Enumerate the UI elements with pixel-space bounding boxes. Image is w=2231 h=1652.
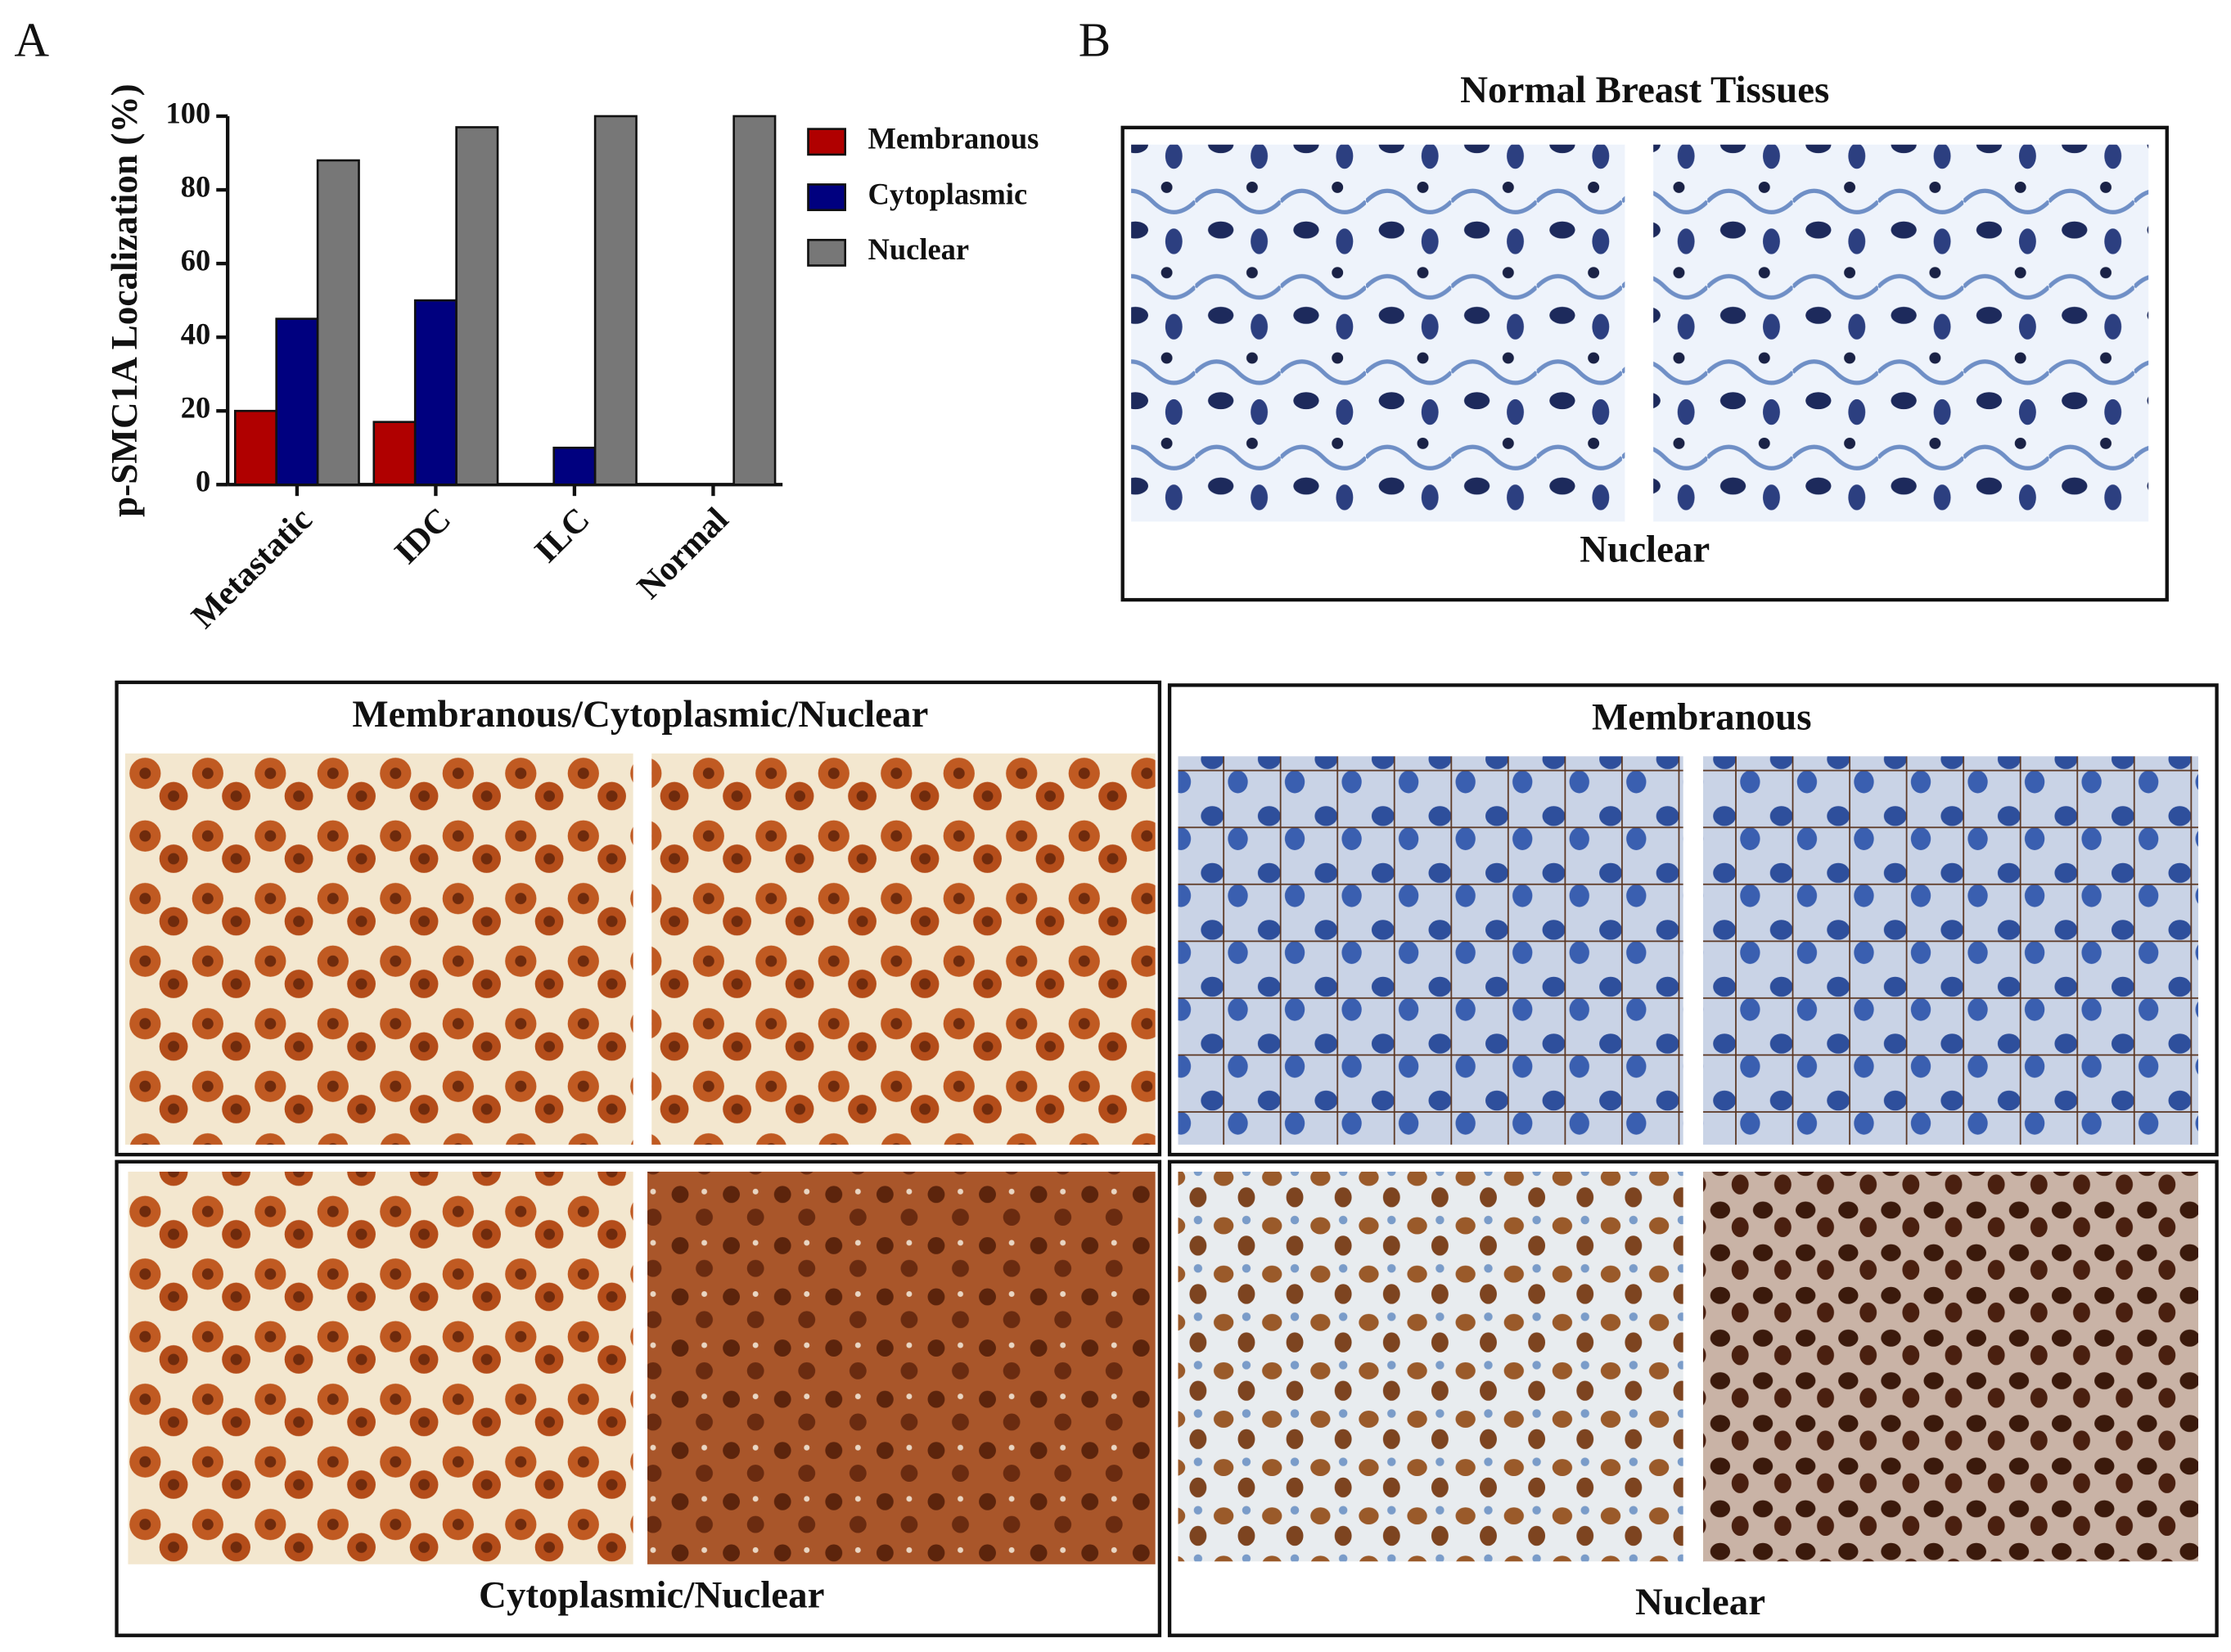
- micrograph: [1653, 144, 2149, 522]
- micrograph: [128, 1171, 633, 1564]
- panel-label: B: [1079, 13, 1111, 67]
- x-tick-label: Metastatic: [184, 501, 319, 636]
- bar: [732, 115, 777, 486]
- panel-frame: [1167, 683, 2219, 1157]
- bar: [413, 299, 457, 486]
- micrograph: [1703, 1171, 2199, 1562]
- micrograph: [651, 753, 1156, 1145]
- micrograph: [647, 1171, 1156, 1564]
- micrograph: [1178, 756, 1683, 1145]
- bar: [275, 317, 319, 486]
- micrograph: [1131, 144, 1625, 522]
- legend-label: Membranous: [868, 122, 1039, 155]
- micrograph: [1178, 1171, 1683, 1562]
- x-tick-label: Normal: [630, 501, 736, 606]
- panel-frame: [115, 680, 1162, 1157]
- panel-caption: Nuclear: [1635, 1581, 1765, 1623]
- y-tick-label: 40: [181, 317, 211, 351]
- panel-frame: [1120, 125, 2169, 602]
- panel-title: Membranous/Cytoplasmic/Nuclear: [352, 693, 928, 736]
- panel-frame: [115, 1159, 1162, 1637]
- bar: [593, 115, 638, 486]
- panel-caption: Cytoplasmic/Nuclear: [479, 1573, 824, 1616]
- legend-label: Nuclear: [868, 232, 969, 266]
- y-tick-label: 100: [166, 96, 211, 129]
- bar: [233, 409, 278, 486]
- panel-caption: Nuclear: [1580, 528, 1710, 570]
- legend-swatch: [807, 238, 846, 267]
- panel-title: Normal Breast Tissues: [1460, 69, 1829, 111]
- bar: [316, 159, 360, 486]
- y-tick-label: 60: [181, 243, 211, 277]
- micrograph: [1703, 756, 2199, 1145]
- panel-title: Membranous: [1592, 696, 1812, 739]
- micrograph: [124, 753, 633, 1145]
- bar: [552, 446, 597, 486]
- legend-swatch: [807, 128, 846, 156]
- panel-label: A: [14, 13, 49, 67]
- bar-chart: 0 20 40 60 80 100 p-SMC1A Localization (%) Meta…: [104, 83, 1039, 636]
- y-tick-label: 80: [181, 169, 211, 203]
- legend-swatch: [807, 183, 846, 212]
- x-tick-label: ILC: [528, 501, 597, 570]
- panel-frame: [1167, 1159, 2219, 1637]
- y-tick-label: 0: [196, 465, 210, 498]
- y-tick-label: 20: [181, 391, 211, 425]
- y-axis-title: p-SMC1A Localization (%): [104, 83, 145, 517]
- bar: [455, 126, 499, 486]
- x-tick-label: IDC: [388, 501, 459, 572]
- legend-label: Cytoplasmic: [868, 177, 1027, 210]
- bar: [372, 421, 417, 486]
